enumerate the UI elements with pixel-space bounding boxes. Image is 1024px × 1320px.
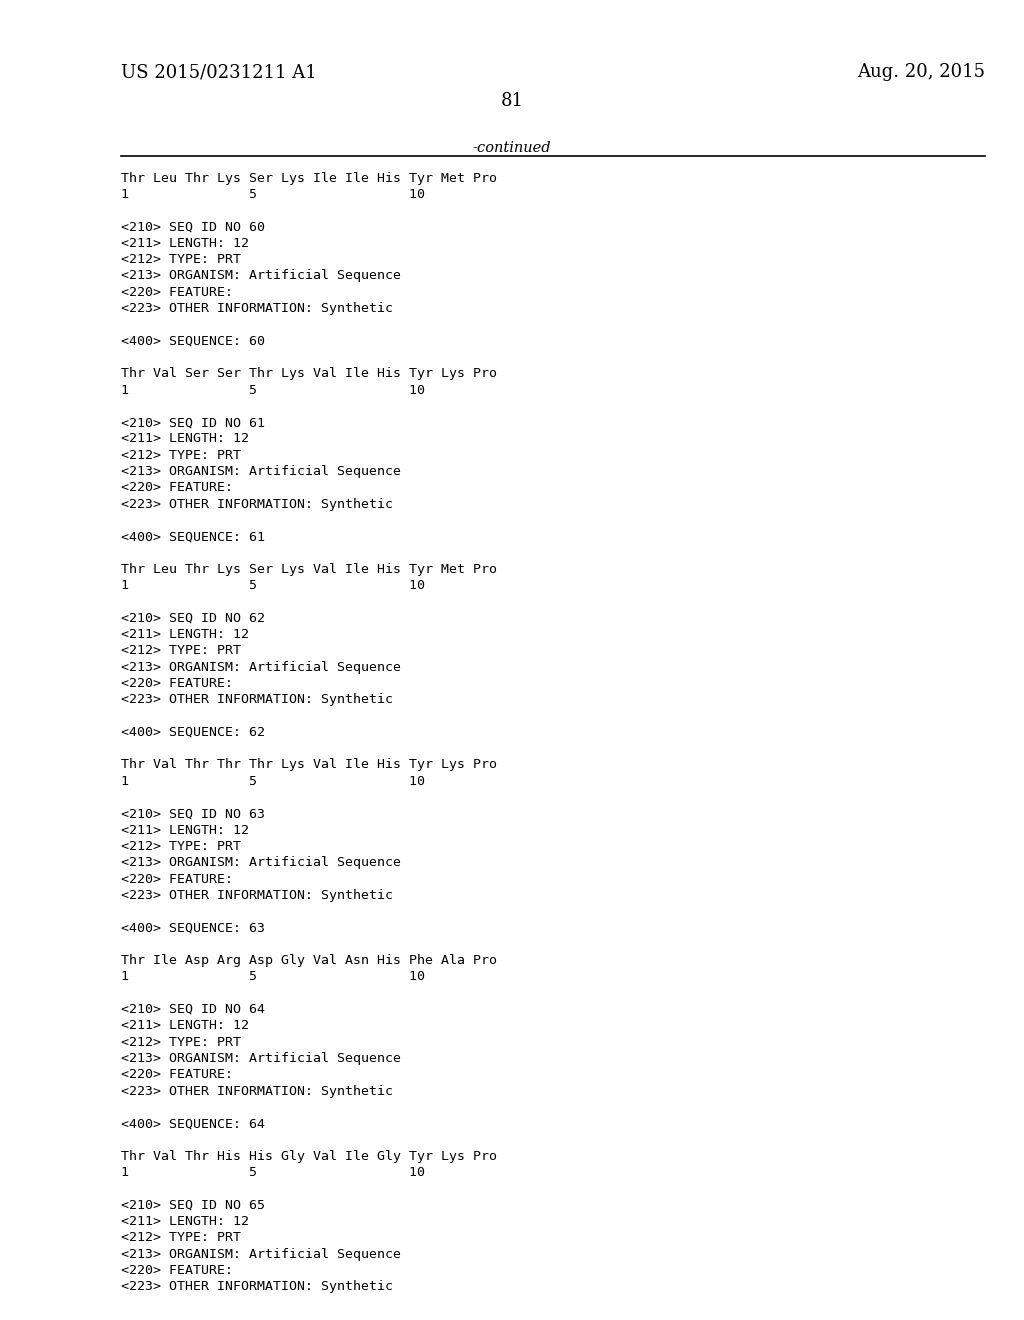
Text: <213> ORGANISM: Artificial Sequence: <213> ORGANISM: Artificial Sequence <box>121 857 400 870</box>
Text: Thr Ile Asp Arg Asp Gly Val Asn His Phe Ala Pro: Thr Ile Asp Arg Asp Gly Val Asn His Phe … <box>121 954 497 968</box>
Text: <213> ORGANISM: Artificial Sequence: <213> ORGANISM: Artificial Sequence <box>121 269 400 282</box>
Text: <212> TYPE: PRT: <212> TYPE: PRT <box>121 840 241 853</box>
Text: US 2015/0231211 A1: US 2015/0231211 A1 <box>121 63 316 82</box>
Text: Thr Leu Thr Lys Ser Lys Ile Ile His Tyr Met Pro: Thr Leu Thr Lys Ser Lys Ile Ile His Tyr … <box>121 172 497 185</box>
Text: <211> LENGTH: 12: <211> LENGTH: 12 <box>121 824 249 837</box>
Text: <213> ORGANISM: Artificial Sequence: <213> ORGANISM: Artificial Sequence <box>121 465 400 478</box>
Text: <220> FEATURE:: <220> FEATURE: <box>121 1263 232 1276</box>
Text: <400> SEQUENCE: 63: <400> SEQUENCE: 63 <box>121 921 265 935</box>
Text: 1               5                   10: 1 5 10 <box>121 384 425 396</box>
Text: <400> SEQUENCE: 64: <400> SEQUENCE: 64 <box>121 1117 265 1130</box>
Text: <211> LENGTH: 12: <211> LENGTH: 12 <box>121 433 249 445</box>
Text: <223> OTHER INFORMATION: Synthetic: <223> OTHER INFORMATION: Synthetic <box>121 1280 393 1294</box>
Text: <223> OTHER INFORMATION: Synthetic: <223> OTHER INFORMATION: Synthetic <box>121 888 393 902</box>
Text: <210> SEQ ID NO 65: <210> SEQ ID NO 65 <box>121 1199 265 1212</box>
Text: 1               5                   10: 1 5 10 <box>121 187 425 201</box>
Text: <213> ORGANISM: Artificial Sequence: <213> ORGANISM: Artificial Sequence <box>121 1247 400 1261</box>
Text: <220> FEATURE:: <220> FEATURE: <box>121 1068 232 1081</box>
Text: <223> OTHER INFORMATION: Synthetic: <223> OTHER INFORMATION: Synthetic <box>121 498 393 511</box>
Text: <223> OTHER INFORMATION: Synthetic: <223> OTHER INFORMATION: Synthetic <box>121 693 393 706</box>
Text: <213> ORGANISM: Artificial Sequence: <213> ORGANISM: Artificial Sequence <box>121 660 400 673</box>
Text: <220> FEATURE:: <220> FEATURE: <box>121 285 232 298</box>
Text: <400> SEQUENCE: 62: <400> SEQUENCE: 62 <box>121 726 265 739</box>
Text: 1               5                   10: 1 5 10 <box>121 970 425 983</box>
Text: 1               5                   10: 1 5 10 <box>121 775 425 788</box>
Text: <400> SEQUENCE: 60: <400> SEQUENCE: 60 <box>121 335 265 347</box>
Text: 1               5                   10: 1 5 10 <box>121 1166 425 1179</box>
Text: <213> ORGANISM: Artificial Sequence: <213> ORGANISM: Artificial Sequence <box>121 1052 400 1065</box>
Text: <212> TYPE: PRT: <212> TYPE: PRT <box>121 1232 241 1245</box>
Text: -continued: -continued <box>473 141 551 156</box>
Text: Aug. 20, 2015: Aug. 20, 2015 <box>857 63 985 82</box>
Text: <212> TYPE: PRT: <212> TYPE: PRT <box>121 644 241 657</box>
Text: <210> SEQ ID NO 63: <210> SEQ ID NO 63 <box>121 808 265 820</box>
Text: <212> TYPE: PRT: <212> TYPE: PRT <box>121 253 241 267</box>
Text: <223> OTHER INFORMATION: Synthetic: <223> OTHER INFORMATION: Synthetic <box>121 302 393 315</box>
Text: <211> LENGTH: 12: <211> LENGTH: 12 <box>121 1214 249 1228</box>
Text: Thr Leu Thr Lys Ser Lys Val Ile His Tyr Met Pro: Thr Leu Thr Lys Ser Lys Val Ile His Tyr … <box>121 562 497 576</box>
Text: <220> FEATURE:: <220> FEATURE: <box>121 482 232 494</box>
Text: <212> TYPE: PRT: <212> TYPE: PRT <box>121 449 241 462</box>
Text: <211> LENGTH: 12: <211> LENGTH: 12 <box>121 236 249 249</box>
Text: <212> TYPE: PRT: <212> TYPE: PRT <box>121 1036 241 1048</box>
Text: <210> SEQ ID NO 64: <210> SEQ ID NO 64 <box>121 1003 265 1016</box>
Text: Thr Val Thr His His Gly Val Ile Gly Tyr Lys Pro: Thr Val Thr His His Gly Val Ile Gly Tyr … <box>121 1150 497 1163</box>
Text: <220> FEATURE:: <220> FEATURE: <box>121 677 232 690</box>
Text: <220> FEATURE:: <220> FEATURE: <box>121 873 232 886</box>
Text: <210> SEQ ID NO 60: <210> SEQ ID NO 60 <box>121 220 265 234</box>
Text: <211> LENGTH: 12: <211> LENGTH: 12 <box>121 1019 249 1032</box>
Text: <223> OTHER INFORMATION: Synthetic: <223> OTHER INFORMATION: Synthetic <box>121 1085 393 1097</box>
Text: <400> SEQUENCE: 61: <400> SEQUENCE: 61 <box>121 531 265 544</box>
Text: <211> LENGTH: 12: <211> LENGTH: 12 <box>121 628 249 642</box>
Text: <210> SEQ ID NO 62: <210> SEQ ID NO 62 <box>121 611 265 624</box>
Text: Thr Val Thr Thr Thr Lys Val Ile His Tyr Lys Pro: Thr Val Thr Thr Thr Lys Val Ile His Tyr … <box>121 759 497 771</box>
Text: <210> SEQ ID NO 61: <210> SEQ ID NO 61 <box>121 416 265 429</box>
Text: Thr Val Ser Ser Thr Lys Val Ile His Tyr Lys Pro: Thr Val Ser Ser Thr Lys Val Ile His Tyr … <box>121 367 497 380</box>
Text: 81: 81 <box>501 92 523 111</box>
Text: 1               5                   10: 1 5 10 <box>121 579 425 593</box>
